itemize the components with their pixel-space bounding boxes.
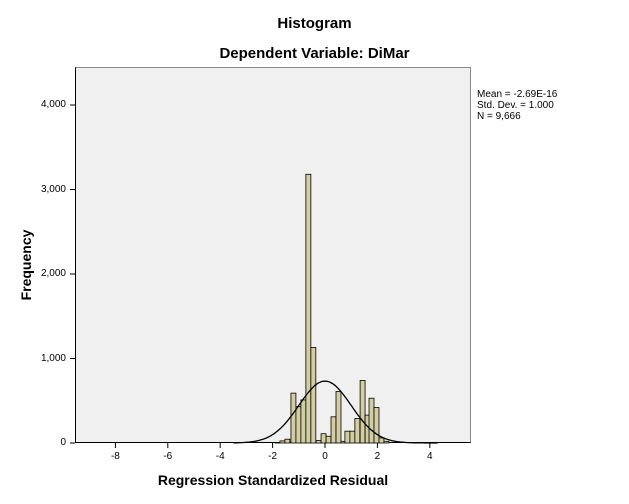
x-tick-label: -8: [110, 451, 120, 462]
stats-mean: Mean = -2.69E-16: [477, 89, 558, 100]
chart-title: Histogram: [277, 15, 352, 32]
histogram-bar: [344, 430, 351, 444]
histogram-bar: [368, 397, 375, 444]
histogram-bar: [378, 437, 385, 444]
y-tick-label: 0: [60, 437, 66, 448]
x-tick-label: 4: [427, 451, 433, 462]
histogram-bar: [383, 440, 390, 444]
y-axis-label: Frequency: [18, 229, 34, 301]
x-axis-label: Regression Standardized Residual: [157, 472, 389, 488]
y-tick-label: 4,000: [40, 99, 66, 110]
y-tick-label: 1,000: [40, 352, 66, 364]
histogram-bar: [330, 416, 337, 444]
histogram-bar: [290, 392, 297, 444]
histogram-bar: [300, 399, 307, 444]
histogram-bar: [315, 440, 322, 444]
x-tick-label: 2: [374, 451, 381, 462]
x-tick-label: -2: [268, 451, 278, 462]
y-tick-label: 3,000: [40, 183, 66, 195]
histogram-bar: [354, 418, 361, 444]
histogram-bar: [349, 430, 356, 444]
chart-subtitle: Dependent Variable: DiMar: [219, 45, 410, 62]
x-tick-label: -6: [163, 451, 173, 462]
x-tick-label: 0: [322, 451, 328, 462]
stats-sd: Std. Dev. = 1.000: [477, 100, 554, 111]
histogram-bar: [310, 347, 317, 444]
histogram-bar: [320, 433, 327, 444]
histogram-bar: [295, 406, 302, 444]
histogram-bar: [305, 173, 312, 444]
histogram-bar: [284, 438, 291, 444]
y-tick-label: 2,000: [40, 268, 66, 279]
stats-n: N = 9,666: [477, 111, 521, 122]
normal-curve: [233, 380, 438, 444]
plot-area: [75, 67, 471, 443]
histogram-bar: [373, 407, 380, 444]
histogram-bar: [325, 435, 332, 444]
x-tick-label: -4: [215, 451, 225, 462]
histogram-bar: [279, 440, 286, 444]
histogram-bar: [359, 380, 366, 444]
histogram-bar: [335, 391, 342, 444]
